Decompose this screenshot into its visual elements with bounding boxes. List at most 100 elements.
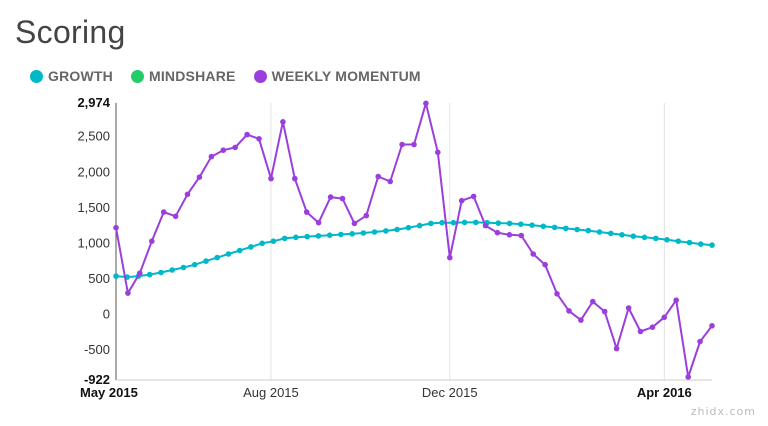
data-point-weekly-momentum[interactable]	[506, 232, 513, 238]
data-point-growth[interactable]	[113, 273, 119, 279]
data-point-weekly-momentum[interactable]	[363, 212, 370, 219]
data-point-weekly-momentum[interactable]	[303, 209, 310, 215]
data-point-weekly-momentum[interactable]	[232, 144, 238, 151]
data-point-growth[interactable]	[518, 221, 524, 227]
data-point-growth[interactable]	[540, 223, 547, 230]
data-point-weekly-momentum[interactable]	[458, 197, 465, 204]
data-point-weekly-momentum[interactable]	[578, 317, 584, 323]
data-point-growth[interactable]	[191, 261, 198, 268]
data-point-weekly-momentum[interactable]	[494, 229, 501, 236]
data-point-growth[interactable]	[641, 234, 648, 241]
data-point-growth[interactable]	[461, 219, 468, 226]
data-point-growth[interactable]	[630, 233, 637, 239]
data-point-growth[interactable]	[281, 235, 288, 242]
data-point-growth[interactable]	[608, 230, 614, 237]
data-point-weekly-momentum[interactable]	[625, 305, 632, 311]
legend-item-weekly-momentum[interactable]: WEEKLY MOMENTUM	[253, 68, 421, 84]
data-point-weekly-momentum[interactable]	[661, 314, 668, 321]
data-point-growth[interactable]	[326, 232, 333, 238]
data-point-weekly-momentum[interactable]	[327, 194, 334, 200]
data-point-growth[interactable]	[574, 226, 580, 233]
data-point-growth[interactable]	[158, 269, 164, 276]
data-point-weekly-momentum[interactable]	[113, 224, 119, 231]
data-point-weekly-momentum[interactable]	[196, 174, 203, 180]
data-point-weekly-momentum[interactable]	[244, 131, 250, 138]
data-point-growth[interactable]	[585, 227, 592, 234]
data-point-weekly-momentum[interactable]	[220, 147, 227, 153]
data-point-weekly-momentum[interactable]	[613, 345, 620, 352]
data-point-weekly-momentum[interactable]	[530, 251, 536, 257]
data-point-weekly-momentum[interactable]	[292, 175, 298, 182]
data-point-growth[interactable]	[563, 225, 569, 232]
data-point-growth[interactable]	[551, 224, 558, 231]
data-point-weekly-momentum[interactable]	[518, 232, 525, 239]
data-point-growth[interactable]	[709, 242, 715, 248]
data-point-weekly-momentum[interactable]	[435, 149, 441, 156]
data-point-growth[interactable]	[259, 240, 266, 247]
data-point-weekly-momentum[interactable]	[601, 308, 608, 315]
data-point-weekly-momentum[interactable]	[542, 261, 548, 268]
data-point-weekly-momentum[interactable]	[411, 141, 417, 148]
data-point-growth[interactable]	[405, 224, 412, 231]
data-point-growth[interactable]	[203, 258, 209, 264]
data-point-weekly-momentum[interactable]	[590, 298, 596, 305]
data-point-weekly-momentum[interactable]	[447, 254, 453, 261]
data-point-growth[interactable]	[270, 238, 277, 244]
data-point-weekly-momentum[interactable]	[184, 191, 191, 198]
data-point-growth[interactable]	[383, 228, 389, 234]
data-point-growth[interactable]	[360, 230, 367, 236]
data-point-growth[interactable]	[225, 251, 232, 257]
data-point-weekly-momentum[interactable]	[423, 100, 429, 107]
data-point-weekly-momentum[interactable]	[315, 219, 322, 226]
data-point-growth[interactable]	[495, 220, 502, 226]
legend-item-growth[interactable]: GROWTH	[30, 68, 113, 84]
data-point-weekly-momentum[interactable]	[268, 175, 274, 182]
data-point-growth[interactable]	[315, 233, 322, 239]
data-point-growth[interactable]	[248, 244, 254, 250]
data-point-weekly-momentum[interactable]	[673, 297, 679, 304]
data-point-growth[interactable]	[293, 234, 299, 241]
data-point-weekly-momentum[interactable]	[160, 209, 167, 215]
data-point-weekly-momentum[interactable]	[172, 213, 179, 220]
data-point-weekly-momentum[interactable]	[399, 141, 405, 148]
data-point-weekly-momentum[interactable]	[637, 328, 644, 335]
data-point-growth[interactable]	[304, 233, 311, 240]
data-point-weekly-momentum[interactable]	[256, 136, 262, 142]
data-point-growth[interactable]	[686, 239, 693, 246]
data-point-growth[interactable]	[698, 241, 704, 247]
data-point-growth[interactable]	[236, 247, 243, 254]
data-point-growth[interactable]	[664, 237, 670, 243]
data-point-growth[interactable]	[653, 235, 659, 242]
data-point-growth[interactable]	[529, 222, 535, 228]
data-point-weekly-momentum[interactable]	[208, 153, 215, 160]
data-point-growth[interactable]	[439, 219, 445, 226]
data-point-growth[interactable]	[596, 229, 603, 235]
data-point-weekly-momentum[interactable]	[685, 374, 691, 380]
data-point-growth[interactable]	[349, 231, 356, 237]
data-point-weekly-momentum[interactable]	[566, 308, 572, 314]
data-point-weekly-momentum[interactable]	[125, 290, 131, 296]
data-point-weekly-momentum[interactable]	[280, 119, 286, 125]
data-point-growth[interactable]	[214, 254, 220, 261]
data-point-growth[interactable]	[506, 220, 513, 227]
data-point-weekly-momentum[interactable]	[470, 193, 477, 200]
data-point-growth[interactable]	[450, 219, 457, 226]
data-point-growth[interactable]	[338, 231, 344, 238]
data-point-weekly-momentum[interactable]	[387, 178, 394, 185]
data-point-growth[interactable]	[394, 226, 400, 233]
data-point-weekly-momentum[interactable]	[375, 173, 382, 180]
data-point-growth[interactable]	[619, 232, 625, 238]
data-point-weekly-momentum[interactable]	[149, 238, 155, 244]
data-point-weekly-momentum[interactable]	[351, 220, 358, 227]
data-point-weekly-momentum[interactable]	[137, 270, 143, 277]
data-point-weekly-momentum[interactable]	[339, 195, 346, 202]
data-point-growth[interactable]	[146, 271, 153, 278]
data-point-growth[interactable]	[416, 222, 423, 229]
data-point-growth[interactable]	[371, 229, 378, 235]
data-point-growth[interactable]	[473, 219, 479, 226]
data-point-weekly-momentum[interactable]	[482, 222, 489, 229]
data-point-growth[interactable]	[169, 267, 175, 273]
data-point-growth[interactable]	[675, 238, 682, 244]
data-point-weekly-momentum[interactable]	[709, 323, 715, 329]
data-point-weekly-momentum[interactable]	[697, 338, 703, 345]
